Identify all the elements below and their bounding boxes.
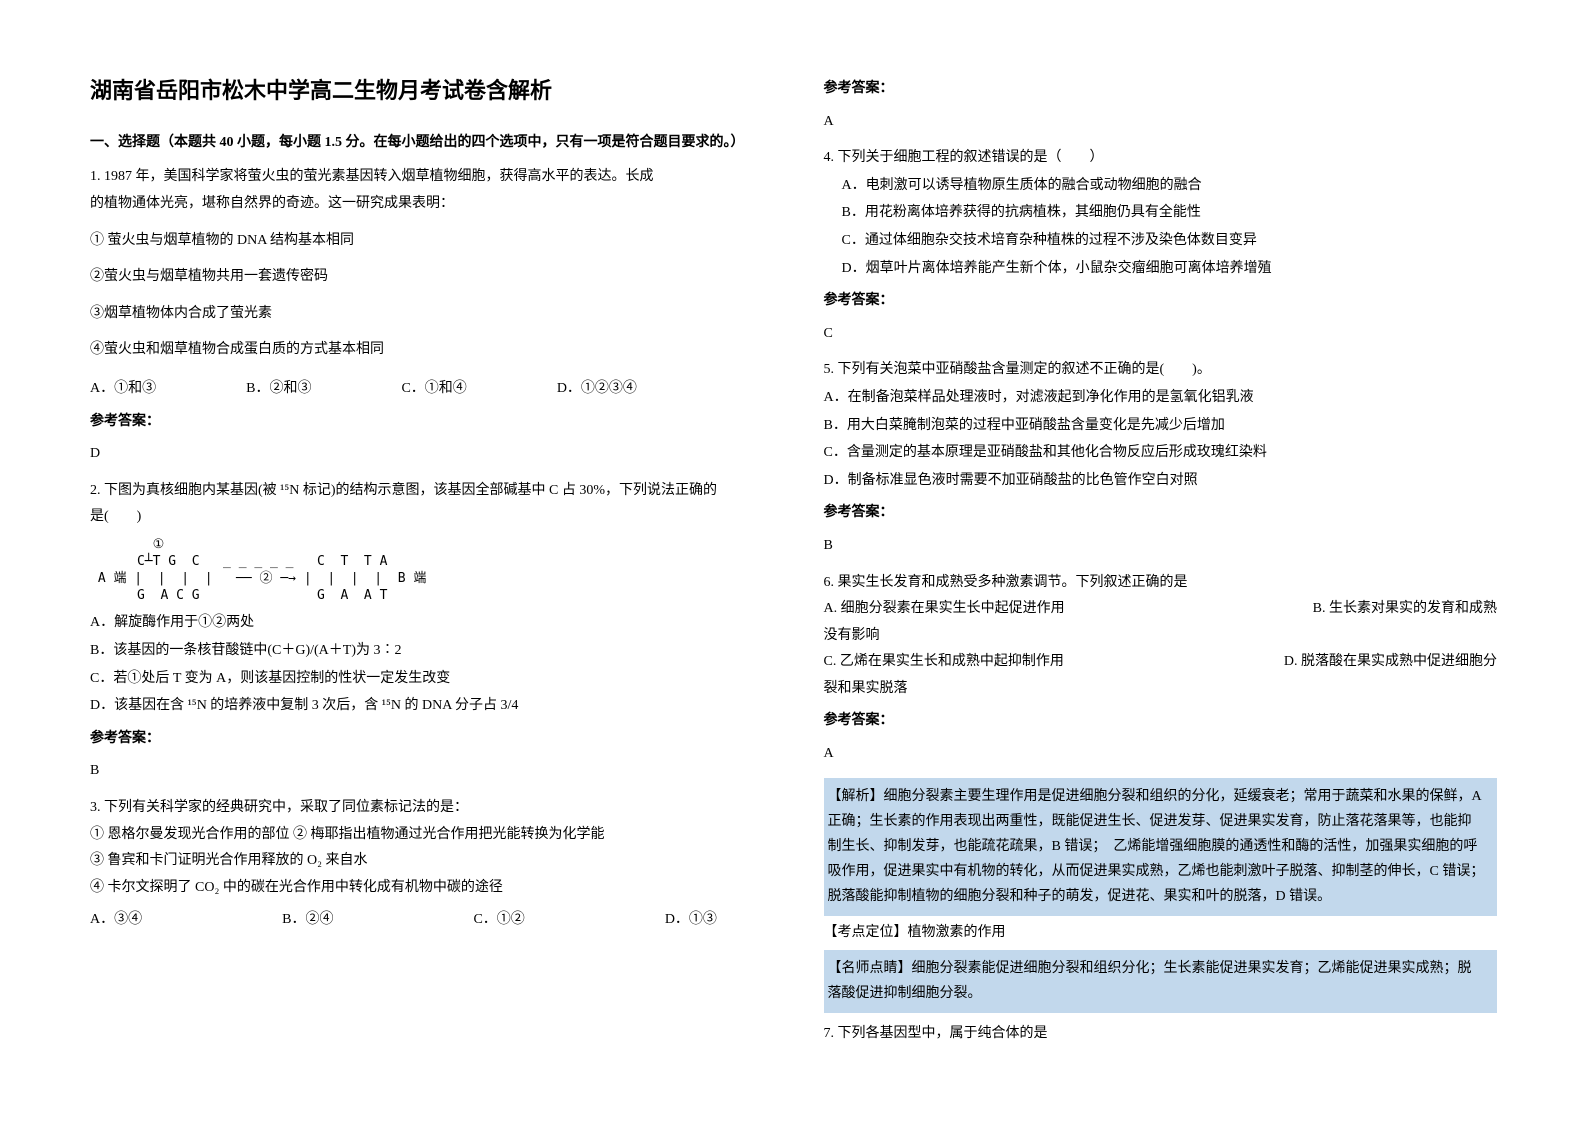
q2-option-d: D．该基因在含 ¹⁵N 的培养液中复制 3 次后，含 ¹⁵N 的 DNA 分子占…	[90, 693, 764, 720]
q1-option-c: C．①和④	[401, 376, 466, 403]
q4-answer: C	[824, 321, 1498, 348]
q3-options: A．③④ B．②④ C．①② D．①③	[90, 907, 764, 934]
question-1: 1. 1987 年，美国科学家将萤火虫的萤光素基因转入烟草植物细胞，获得高水平的…	[90, 164, 764, 467]
q3-point-3: ③ 鲁宾和卡门证明光合作用释放的 O₂ 来自水	[90, 848, 764, 875]
q6-exp-line3: 制生长、抑制发芽，也能疏花疏果，B 错误； 乙烯能增强细胞膜的通透性和酶的活性，…	[828, 834, 1494, 859]
question-3: 3. 下列有关科学家的经典研究中，采取了同位素标记法的是： ① 恩格尔曼发现光合…	[90, 795, 764, 934]
q6-exp-line2: 正确；生长素的作用表现出两重性，既能促进生长、促进发芽、促进果实发育，防止落花落…	[828, 809, 1494, 834]
q5-stem: 5. 下列有关泡菜中亚硝酸盐含量测定的叙述不正确的是( )。	[824, 357, 1498, 384]
q3-point-12: ① 恩格尔曼发现光合作用的部位 ② 梅耶指出植物通过光合作用把光能转换为化学能	[90, 822, 764, 849]
q6-tip-line1: 【名师点睛】细胞分裂素能促进细胞分裂和组织分化；生长素能促进果实发育；乙烯能促进…	[828, 956, 1494, 981]
q3-option-c: C．①②	[473, 907, 524, 934]
q3-stem: 3. 下列有关科学家的经典研究中，采取了同位素标记法的是：	[90, 795, 764, 822]
q2-option-a: A．解旋酶作用于①②两处	[90, 610, 764, 637]
q5-option-d: D．制备标准显色液时需要不加亚硝酸盐的比色管作空白对照	[824, 468, 1498, 495]
q6-option-d-part1: D. 脱落酸在果实成熟中促进细胞分	[1284, 649, 1497, 676]
q2-options: A．解旋酶作用于①②两处 B．该基因的一条核苷酸链中(C＋G)/(A＋T)为 3…	[90, 610, 764, 719]
q6-tip: 【名师点睛】细胞分裂素能促进细胞分裂和组织分化；生长素能促进果实发育；乙烯能促进…	[824, 950, 1498, 1012]
q4-answer-label: 参考答案：	[824, 288, 1498, 315]
q5-option-b: B．用大白菜腌制泡菜的过程中亚硝酸盐含量变化是先减少后增加	[824, 413, 1498, 440]
question-4: 4. 下列关于细胞工程的叙述错误的是（ ） A．电刺激可以诱导植物原生质体的融合…	[824, 145, 1498, 347]
q6-stem: 6. 果实生长发育和成熟受多种激素调节。下列叙述正确的是	[824, 570, 1498, 597]
q1-option-d: D．①②③④	[557, 376, 637, 403]
q1-answer: D	[90, 441, 764, 468]
q6-tip-line2: 落酸促进抑制细胞分裂。	[828, 981, 1494, 1006]
right-column: 参考答案： A 4. 下列关于细胞工程的叙述错误的是（ ） A．电刺激可以诱导植…	[824, 70, 1498, 1047]
q4-options: A．电刺激可以诱导植物原生质体的融合或动物细胞的融合 B．用花粉离体培养获得的抗…	[842, 173, 1498, 282]
q5-answer-label: 参考答案：	[824, 500, 1498, 527]
q1-answer-label: 参考答案：	[90, 409, 764, 436]
q5-options: A．在制备泡菜样品处理液时，对滤液起到净化作用的是氢氧化铝乳液 B．用大白菜腌制…	[824, 385, 1498, 494]
q6-option-c: C. 乙烯在果实生长和成熟中起抑制作用	[824, 649, 1064, 676]
q1-point-4: ④萤火虫和烟草植物合成蛋白质的方式基本相同	[90, 337, 764, 364]
q6-explanation: 【解析】细胞分裂素主要生理作用是促进细胞分裂和组织的分化，延缓衰老；常用于蔬菜和…	[824, 778, 1498, 916]
q4-option-d: D．烟草叶片离体培养能产生新个体，小鼠杂交瘤细胞可离体培养增殖	[842, 256, 1498, 283]
q1-point-3: ③烟草植物体内合成了萤光素	[90, 301, 764, 328]
q6-row-1: A. 细胞分裂素在果实生长中起促进作用 B. 生长素对果实的发育和成熟	[824, 596, 1498, 623]
q5-answer: B	[824, 533, 1498, 560]
q4-option-b: B．用花粉离体培养获得的抗病植株，其细胞仍具有全能性	[842, 200, 1498, 227]
q1-option-a: A．①和③	[90, 376, 156, 403]
q4-option-c: C．通过体细胞杂交技术培育杂种植株的过程不涉及染色体数目变异	[842, 228, 1498, 255]
q1-option-b: B．②和③	[246, 376, 311, 403]
q6-row-2: C. 乙烯在果实生长和成熟中起抑制作用 D. 脱落酸在果实成熟中促进细胞分	[824, 649, 1498, 676]
q3-answer-label: 参考答案：	[824, 76, 1498, 103]
q2-answer: B	[90, 758, 764, 785]
q1-point-2: ②萤火虫与烟草植物共用一套遗传密码	[90, 264, 764, 291]
q4-option-a: A．电刺激可以诱导植物原生质体的融合或动物细胞的融合	[842, 173, 1498, 200]
q2-answer-label: 参考答案：	[90, 726, 764, 753]
q3-option-b: B．②④	[282, 907, 333, 934]
q1-point-1: ① 萤火虫与烟草植物的 DNA 结构基本相同	[90, 228, 764, 255]
q5-option-a: A．在制备泡菜样品处理液时，对滤液起到净化作用的是氢氧化铝乳液	[824, 385, 1498, 412]
q4-stem: 4. 下列关于细胞工程的叙述错误的是（ ）	[824, 145, 1498, 172]
q1-stem-line2: 的植物通体光亮，堪称自然界的奇迹。这一研究成果表明：	[90, 191, 764, 218]
q2-stem-line1: 2. 下图为真核细胞内某基因(被 ¹⁵N 标记)的结构示意图，该基因全部碱基中 …	[90, 478, 764, 505]
q3-answer: A	[824, 109, 1498, 136]
q5-option-c: C．含量测定的基本原理是亚硝酸盐和其他化合物反应后形成玫瑰红染料	[824, 440, 1498, 467]
left-column: 湖南省岳阳市松木中学高二生物月考试卷含解析 一、选择题（本题共 40 小题，每小…	[90, 70, 764, 1047]
q6-option-a: A. 细胞分裂素在果实生长中起促进作用	[824, 596, 1065, 623]
q6-option-b-part1: B. 生长素对果实的发育和成熟	[1313, 596, 1497, 623]
q6-exp-line5: 脱落酸能抑制植物的细胞分裂和种子的萌发，促进花、果实和叶的脱落，D 错误。	[828, 884, 1494, 909]
question-2: 2. 下图为真核细胞内某基因(被 ¹⁵N 标记)的结构示意图，该基因全部碱基中 …	[90, 478, 764, 785]
section-1-heading: 一、选择题（本题共 40 小题，每小题 1.5 分。在每小题给出的四个选项中，只…	[90, 130, 764, 157]
question-6: 6. 果实生长发育和成熟受多种激素调节。下列叙述正确的是 A. 细胞分裂素在果实…	[824, 570, 1498, 1013]
q6-exp-line4: 吸作用，促进果实中有机物的转化，从而促进果实成熟，乙烯也能刺激叶子脱落、抑制茎的…	[828, 859, 1494, 884]
q6-option-d-part2: 裂和果实脱落	[824, 676, 1498, 703]
q3-option-d: D．①③	[665, 907, 717, 934]
q1-stem-line1: 1. 1987 年，美国科学家将萤火虫的萤光素基因转入烟草植物细胞，获得高水平的…	[90, 164, 764, 191]
q6-exp-line1: 【解析】细胞分裂素主要生理作用是促进细胞分裂和组织的分化，延缓衰老；常用于蔬菜和…	[828, 784, 1494, 809]
q6-answer-label: 参考答案：	[824, 708, 1498, 735]
q6-answer: A	[824, 741, 1498, 768]
q3-point-4: ④ 卡尔文探明了 CO₂ 中的碳在光合作用中转化成有机物中碳的途径	[90, 875, 764, 902]
q1-options: A．①和③ B．②和③ C．①和④ D．①②③④	[90, 376, 764, 403]
question-7-stem: 7. 下列各基因型中，属于纯合体的是	[824, 1021, 1498, 1048]
doc-title: 湖南省岳阳市松木中学高二生物月考试卷含解析	[90, 70, 764, 112]
q3-option-a: A．③④	[90, 907, 142, 934]
q6-knowledge-point: 【考点定位】植物激素的作用	[824, 920, 1498, 947]
q6-option-b-part2: 没有影响	[824, 623, 1498, 650]
q2-stem-line2: 是( )	[90, 504, 764, 531]
q2-option-b: B．该基因的一条核苷酸链中(C＋G)/(A＋T)为 3∶2	[90, 638, 764, 665]
q2-option-c: C．若①处后 T 变为 A，则该基因控制的性状一定发生改变	[90, 666, 764, 693]
question-5: 5. 下列有关泡菜中亚硝酸盐含量测定的叙述不正确的是( )。 A．在制备泡菜样品…	[824, 357, 1498, 559]
q2-gene-diagram: ① C┴T G C _ _ _ _ _ C T T A A 端 | | | | …	[90, 537, 764, 605]
